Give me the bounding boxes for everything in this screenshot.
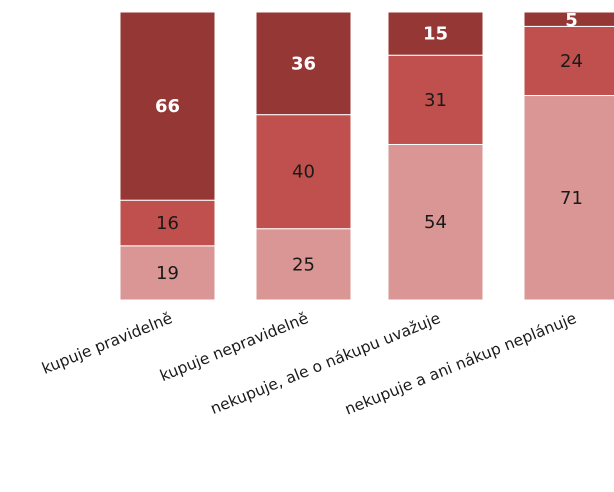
category-label-4: nekupuje a ani nákup neplánuje	[342, 309, 579, 419]
bar-segment-4-1	[523, 95, 614, 301]
data-label-2-3: 36	[291, 53, 316, 74]
category-label-3: nekupuje, ale o nákupu uvažuje	[208, 309, 443, 418]
data-label-2-1: 25	[292, 254, 315, 275]
data-label-2-2: 40	[292, 162, 315, 183]
data-label-1-3: 66	[155, 96, 180, 117]
data-label-3-2: 31	[424, 90, 447, 111]
data-label-1-2: 16	[156, 213, 179, 234]
bar-segment-4-3	[523, 11, 614, 27]
bar-segment-4-2	[523, 25, 614, 97]
data-labels: 19 16 66 25 40 36 54 31 15 71 24 5	[155, 10, 583, 284]
data-label-3-3: 15	[423, 24, 448, 45]
data-label-4-1: 71	[560, 188, 583, 209]
bars	[119, 11, 614, 301]
bar-segment-3-2	[387, 54, 484, 145]
bar-segment-3-1	[387, 143, 484, 301]
bar-segment-2-2	[255, 114, 352, 230]
bar-segment-1-1	[119, 245, 216, 301]
data-label-3-1: 54	[424, 212, 447, 233]
category-label-1: kupuje pravidelně	[39, 309, 175, 378]
bar-segment-2-3	[255, 11, 352, 116]
bar-segment-1-2	[119, 199, 216, 247]
bar-segment-1-3	[119, 11, 216, 201]
data-label-1-1: 19	[156, 263, 179, 284]
bar-segment-3-3	[387, 11, 484, 56]
bar-segment-2-1	[255, 228, 352, 301]
data-label-4-3: 5	[565, 10, 578, 31]
data-label-4-2: 24	[560, 51, 583, 72]
